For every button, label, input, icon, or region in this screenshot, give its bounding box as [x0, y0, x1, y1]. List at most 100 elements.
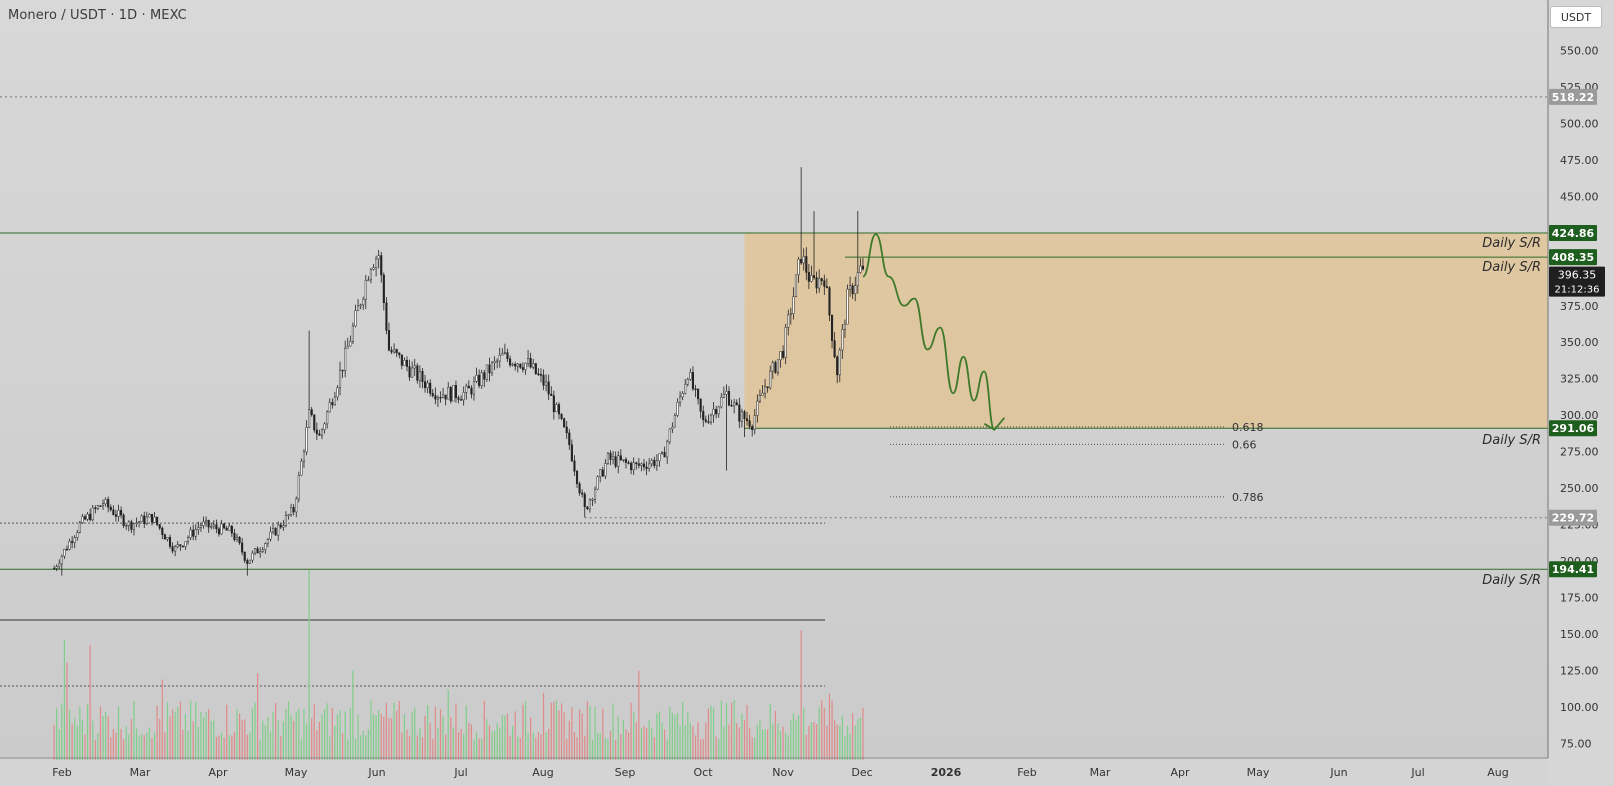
candle-body — [197, 527, 200, 530]
candle-body — [660, 452, 664, 454]
price-label-text: 408.35 — [1552, 251, 1594, 264]
volume-bar — [527, 733, 529, 760]
candle-body — [310, 409, 313, 416]
volume-bar — [671, 712, 673, 760]
volume-bar — [792, 713, 795, 760]
volume-bar — [293, 720, 295, 760]
candle-body — [336, 387, 339, 398]
candle-body — [261, 549, 264, 552]
candle-body — [624, 459, 628, 463]
volume-bar — [411, 712, 413, 760]
candle-body — [794, 274, 798, 298]
candle-body — [511, 363, 514, 366]
candle-body — [174, 546, 177, 552]
volume-bar — [730, 702, 733, 760]
volume-bar — [470, 724, 473, 760]
candle-body — [362, 298, 365, 306]
time-tick-label: May — [1247, 766, 1270, 779]
candle-body — [320, 429, 324, 436]
volume-bar — [187, 731, 189, 760]
price-tick-label: 350.00 — [1560, 336, 1599, 349]
candle-body — [594, 488, 597, 500]
volume-bar — [120, 728, 122, 760]
volume-bar — [63, 640, 65, 760]
volume-bar — [849, 733, 851, 760]
volume-bar — [862, 707, 864, 760]
volume-bar — [112, 729, 114, 760]
candle-body — [359, 304, 362, 307]
volume-bar — [349, 708, 351, 760]
price-tick-label: 275.00 — [1560, 446, 1599, 459]
candle-body — [596, 476, 599, 490]
candle-body — [550, 393, 553, 396]
candle-body — [470, 387, 473, 395]
candle-body — [812, 275, 816, 278]
chart-title: Monero / USDT · 1D · MEXC — [8, 8, 187, 23]
volume-bar — [277, 720, 279, 760]
candle-body — [684, 383, 687, 394]
volume-bar — [640, 727, 643, 760]
candle-body — [807, 272, 810, 282]
volume-bar — [210, 721, 212, 760]
candle-body — [393, 349, 396, 353]
candle-body — [650, 459, 653, 465]
volume-bar — [153, 732, 156, 760]
volume-bar — [483, 700, 485, 760]
candle-body — [859, 265, 862, 273]
candle-body — [179, 544, 182, 547]
currency-button[interactable]: USDT — [1550, 6, 1602, 28]
candle-body — [328, 402, 331, 413]
volume-bar — [452, 727, 454, 760]
candle-body — [601, 469, 604, 477]
volume-bar — [370, 700, 372, 760]
volume-bar — [664, 729, 666, 760]
volume-bar — [159, 718, 161, 760]
volume-bar — [609, 731, 612, 760]
volume-bar — [779, 730, 782, 760]
volume-bar — [380, 713, 382, 760]
candle-body — [148, 513, 151, 518]
volume-bar — [398, 700, 400, 760]
candle-body — [176, 544, 179, 548]
volume-bar — [427, 705, 429, 760]
price-tick-label: 550.00 — [1560, 44, 1599, 57]
volume-bar — [223, 737, 225, 760]
candle-body — [295, 498, 298, 513]
candle-body — [557, 404, 561, 415]
candle-body — [467, 385, 470, 389]
volume-bar — [800, 630, 802, 760]
candle-body — [570, 444, 573, 462]
volume-bar — [612, 703, 614, 760]
candle-body — [797, 259, 800, 276]
volume-bar — [627, 732, 630, 760]
time-tick-label: Feb — [1017, 766, 1036, 779]
candle-body — [369, 269, 372, 281]
time-tick-label: Nov — [772, 766, 794, 779]
volume-bar — [141, 733, 143, 760]
candle-body — [823, 280, 826, 287]
volume-bar — [679, 725, 681, 760]
volume-bar — [280, 735, 282, 760]
candle-body — [617, 455, 620, 467]
volume-bar — [79, 706, 81, 760]
volume-bar — [772, 723, 774, 760]
candle-body — [619, 455, 622, 461]
volume-bar — [473, 739, 475, 760]
candle-body — [282, 525, 285, 528]
candle-body — [212, 524, 215, 527]
candle-body — [380, 255, 383, 276]
volume-bar — [815, 724, 818, 760]
candle-body — [223, 523, 226, 529]
volume-bar — [455, 703, 457, 760]
candle-body — [395, 349, 398, 354]
volume-bar — [130, 719, 132, 760]
volume-bar — [205, 712, 207, 760]
volume-bar — [184, 714, 187, 760]
candle-body — [354, 310, 357, 327]
volume-bar — [496, 723, 498, 760]
volume-bar — [488, 725, 491, 760]
volume-bar — [834, 720, 836, 760]
price-tick-label: 450.00 — [1560, 190, 1599, 203]
